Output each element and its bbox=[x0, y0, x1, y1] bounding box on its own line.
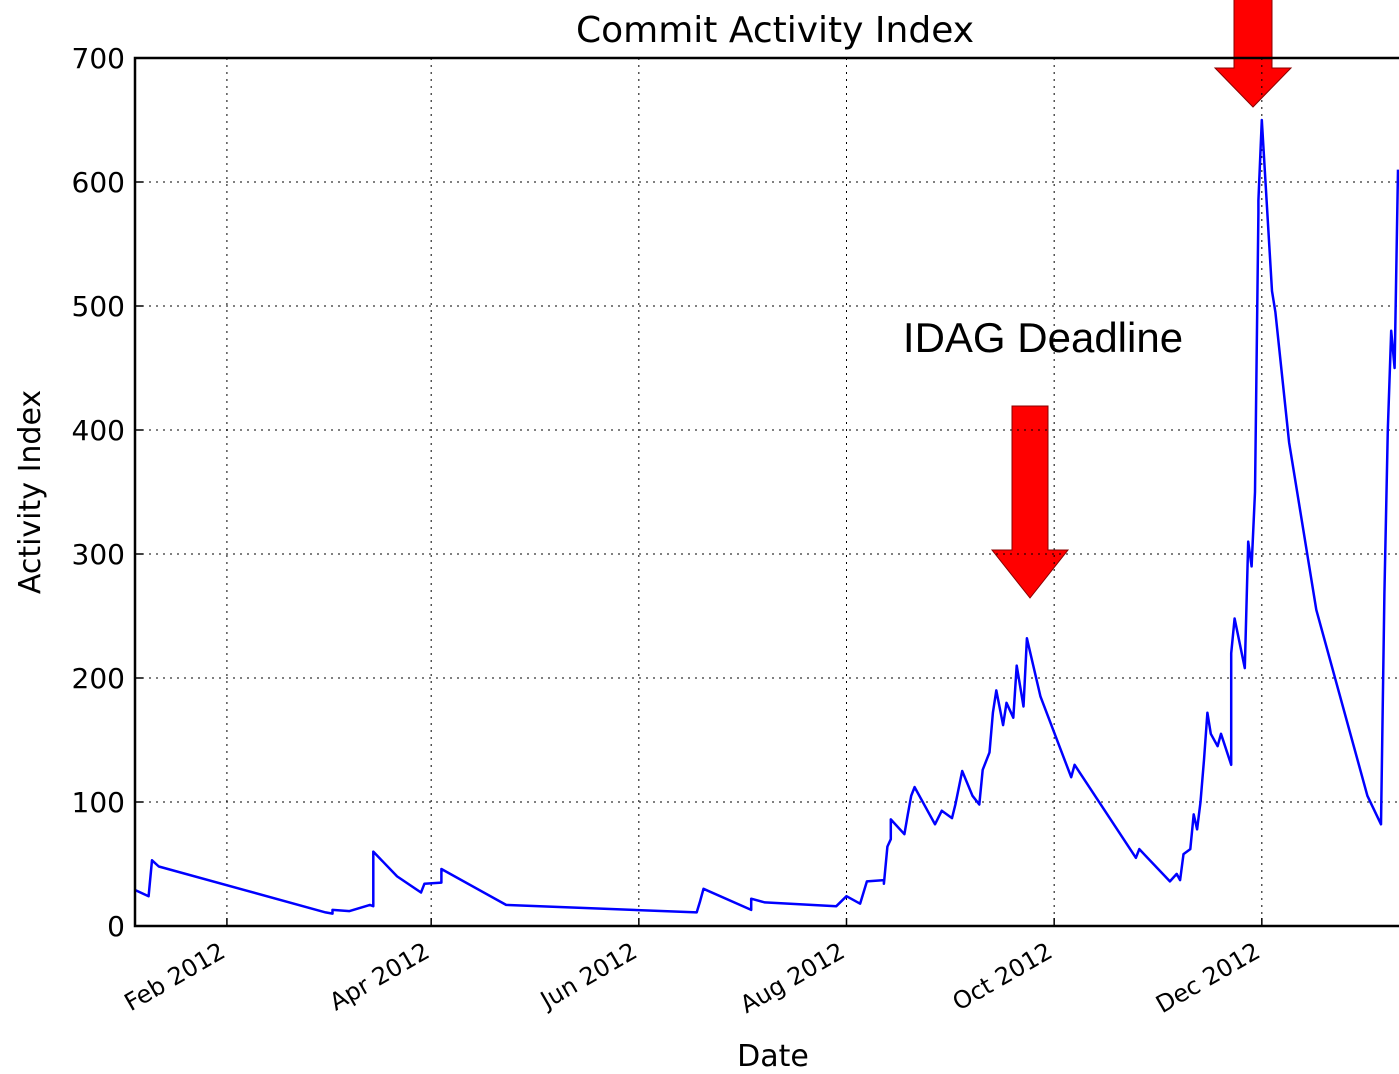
y-tick-label: 700 bbox=[72, 42, 125, 75]
annotation: IDAG Deadline bbox=[903, 314, 1183, 361]
y-tick-label: 300 bbox=[72, 538, 125, 571]
x-tick-label: Apr 2012 bbox=[325, 937, 434, 1016]
y-tick-label: 600 bbox=[72, 166, 125, 199]
x-tick-label: Oct 2012 bbox=[948, 937, 1057, 1016]
y-tick-label: 100 bbox=[72, 786, 125, 819]
arrow bbox=[990, 405, 1070, 599]
x-axis-label: Date bbox=[737, 1039, 809, 1074]
arrow bbox=[1213, 0, 1293, 108]
chart-title: Commit Activity Index bbox=[576, 10, 974, 51]
plot-frame bbox=[133, 56, 1399, 928]
x-tick-label: Aug 2012 bbox=[735, 937, 849, 1019]
y-tick-label: 200 bbox=[72, 662, 125, 695]
x-tick-label: Feb 2012 bbox=[120, 937, 230, 1017]
y-tick-label: 500 bbox=[72, 290, 125, 323]
x-tick-label: Dec 2012 bbox=[1151, 937, 1265, 1019]
y-tick-label: 400 bbox=[72, 414, 125, 447]
y-axis-label: Activity Index bbox=[13, 390, 48, 594]
data-line bbox=[134, 118, 1399, 915]
y-tick-label: 0 bbox=[107, 910, 125, 943]
x-tick-label: Jun 2012 bbox=[534, 937, 642, 1015]
